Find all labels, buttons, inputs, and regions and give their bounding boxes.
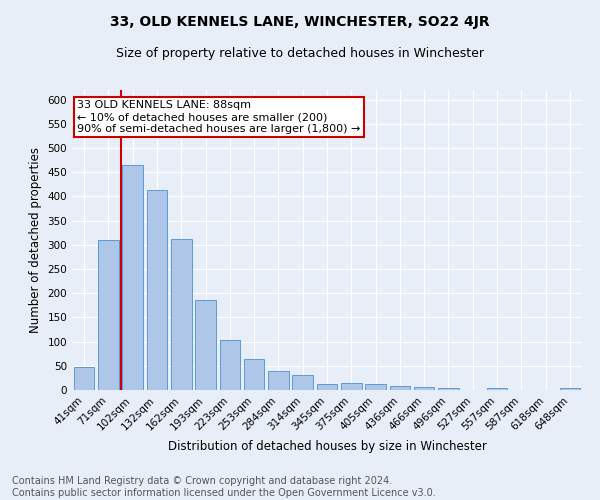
Bar [365,384,386,390]
Bar [487,388,508,390]
Bar [560,388,580,390]
Bar [268,371,289,390]
Bar [317,384,337,390]
Text: 33, OLD KENNELS LANE, WINCHESTER, SO22 4JR: 33, OLD KENNELS LANE, WINCHESTER, SO22 4… [110,15,490,29]
Bar [244,358,265,390]
Bar [146,190,167,390]
Y-axis label: Number of detached properties: Number of detached properties [29,147,42,333]
Bar [438,388,459,390]
Bar [389,386,410,390]
Bar [122,165,143,390]
Text: Size of property relative to detached houses in Winchester: Size of property relative to detached ho… [116,48,484,60]
Bar [171,239,191,390]
Bar [98,240,119,390]
Bar [414,387,434,390]
Bar [195,300,216,390]
Bar [220,340,240,390]
Bar [292,376,313,390]
X-axis label: Distribution of detached houses by size in Winchester: Distribution of detached houses by size … [167,440,487,453]
Text: Contains HM Land Registry data © Crown copyright and database right 2024.
Contai: Contains HM Land Registry data © Crown c… [12,476,436,498]
Bar [74,368,94,390]
Text: 33 OLD KENNELS LANE: 88sqm
← 10% of detached houses are smaller (200)
90% of sem: 33 OLD KENNELS LANE: 88sqm ← 10% of deta… [77,100,361,134]
Bar [341,382,362,390]
